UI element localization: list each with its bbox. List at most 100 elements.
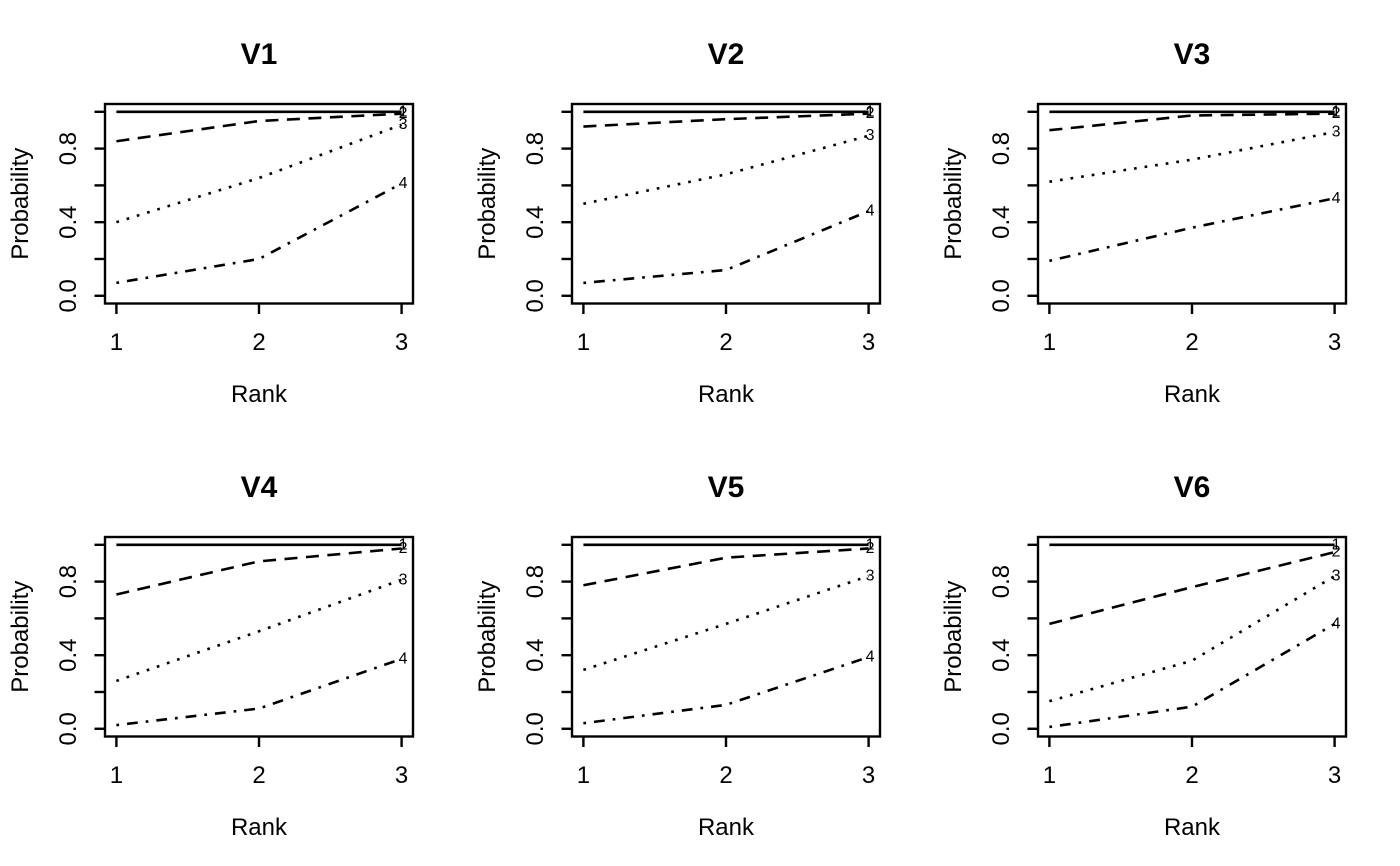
x-tick-label: 2 [719,329,732,356]
subplot-v3: V3 1 2 3 0.0 0.4 0.8 Rank Probability 1 2 3 4 [933,0,1400,433]
y-tick-label: 0.4 [522,639,549,672]
y-tick-label: 0.4 [988,206,1015,239]
plot-box [570,102,881,305]
x-axis-label: Rank [698,814,755,841]
x-tick-label: 3 [862,329,875,356]
series-line-3 [115,578,403,683]
y-tick-label: 0.0 [522,279,549,312]
x-tick-label: 1 [1043,329,1056,356]
plot-box [1037,102,1348,305]
x-axis-label: Rank [1164,381,1221,408]
plot-box [570,535,881,738]
subplot-v2: V2 1 2 3 0.0 0.4 0.8 Rank Probability 1 2 3 4 [467,0,934,433]
plot-title: V5 [707,471,744,504]
x-tick-label: 3 [395,762,408,789]
series-end-label-2: 2 [399,105,408,122]
series-end-label-3: 3 [865,568,874,585]
series-end-label-4: 4 [1332,615,1341,632]
y-tick-label: 0.8 [55,565,82,598]
x-tick-label: 1 [576,762,589,789]
series-end-label-4: 4 [399,650,408,667]
y-tick-label: 0.4 [55,639,82,672]
series-end-label-1: 1 [399,536,408,553]
series-end-label-3: 3 [1332,568,1341,585]
x-tick-label: 3 [395,329,408,356]
y-tick-label: 0.4 [55,206,82,239]
y-tick-label: 0.8 [522,132,549,165]
y-tick-label: 0.0 [522,712,549,745]
y-tick-label: 0.0 [55,279,82,312]
y-axis-label: Probability [940,581,967,693]
plot-title: V1 [241,38,278,71]
subplot-v1: V1 1 2 3 0.0 0.4 0.8 Rank Probability 1 2 3 4 [0,0,467,433]
subplot-v4: V4 1 2 3 0.0 0.4 0.8 Rank Probability 1 2 3 4 [0,433,467,866]
y-axis-label: Probability [7,581,34,693]
plot-title: V2 [707,38,744,71]
subplot-v6: V6 1 2 3 0.0 0.4 0.8 Rank Probability 1 2 3 4 [933,433,1400,866]
y-axis-label: Probability [940,148,967,260]
series-end-label-3: 3 [1332,124,1341,141]
x-tick-label: 3 [1328,329,1341,356]
series-line-3 [1049,130,1336,183]
series-end-label-4: 4 [865,649,874,666]
y-tick-label: 0.0 [988,712,1015,745]
series-line-2 [116,547,402,596]
y-tick-label: 0.0 [55,712,82,745]
series-line-2 [582,547,869,587]
series-line-4 [1049,196,1336,263]
series-end-label-1: 1 [1332,536,1341,553]
y-tick-label: 0.4 [522,206,549,239]
series-end-label-2: 2 [399,540,408,557]
plot-title: V3 [1174,38,1211,71]
series-line-2 [582,112,869,128]
series-line-2 [116,112,402,143]
series-end-label-1: 1 [865,103,874,120]
x-axis-label: Rank [231,814,288,841]
series-line-3 [582,134,869,206]
series-line-2 [1049,550,1336,626]
series-line-4 [116,182,403,285]
plot-box [103,102,415,305]
x-axis-label: Rank [698,381,755,408]
x-tick-label: 2 [1186,762,1199,789]
series-end-label-2: 2 [1332,544,1341,561]
series-line-3 [582,574,869,672]
x-tick-label: 2 [1186,329,1199,356]
y-tick-label: 0.0 [988,279,1015,312]
subplot-v5: V5 1 2 3 0.0 0.4 0.8 Rank Probability 1 2 3 4 [467,433,934,866]
y-axis-label: Probability [7,148,34,260]
series-end-label-1: 1 [399,103,408,120]
series-line-4 [116,657,403,727]
plot-box [1037,535,1348,738]
series-line-4 [582,209,869,285]
x-tick-label: 1 [110,762,123,789]
x-tick-label: 1 [1043,762,1056,789]
x-tick-label: 1 [110,329,123,356]
plot-title: V4 [241,471,278,504]
series-line-4 [582,655,869,725]
y-tick-label: 0.8 [988,132,1015,165]
series-end-label-2: 2 [865,105,874,122]
series-end-label-4: 4 [1332,190,1341,207]
plot-title: V6 [1174,471,1211,504]
series-end-label-4: 4 [399,175,408,192]
series-end-label-4: 4 [865,203,874,220]
series-end-label-3: 3 [399,116,408,133]
x-tick-label: 3 [1328,762,1341,789]
y-axis-label: Probability [474,148,501,260]
x-tick-label: 1 [576,329,589,356]
x-tick-label: 2 [252,762,265,789]
y-tick-label: 0.8 [988,565,1015,598]
x-axis-label: Rank [231,381,288,408]
series-end-label-3: 3 [865,127,874,144]
series-end-label-1: 1 [865,536,874,553]
series-end-label-2: 2 [1332,105,1341,122]
x-tick-label: 2 [252,329,265,356]
